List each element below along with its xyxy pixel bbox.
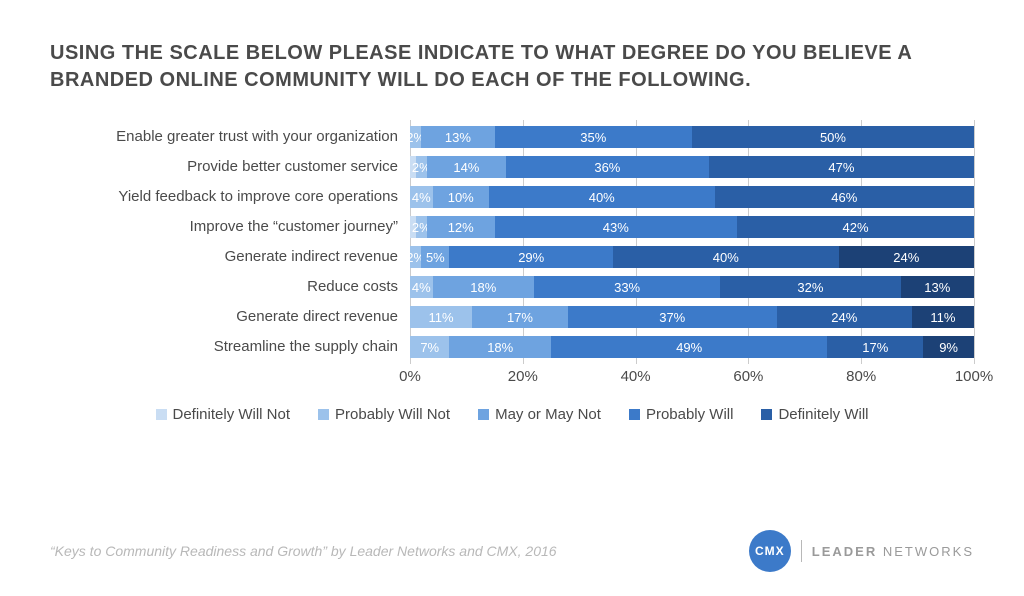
legend-label: Definitely Will	[778, 406, 868, 423]
brand-block: CMX LEADER NETWORKS	[749, 530, 974, 572]
bar-row: 2%12%43%42%	[410, 212, 974, 242]
bar-segment: 40%	[613, 246, 839, 268]
row-label: Enable greater trust with your organizat…	[50, 122, 398, 152]
stacked-bar: 4%10%40%46%	[410, 186, 974, 208]
x-axis-tick: 100%	[955, 368, 993, 385]
row-label: Improve the “customer journey”	[50, 212, 398, 242]
bar-segment: 10%	[433, 186, 489, 208]
legend-item: Definitely Will Not	[156, 406, 291, 423]
brand-divider	[801, 540, 802, 562]
row-label: Provide better customer service	[50, 152, 398, 182]
legend-swatch	[318, 409, 329, 420]
bar-segment: 24%	[839, 246, 974, 268]
row-label: Yield feedback to improve core operation…	[50, 182, 398, 212]
legend-swatch	[478, 409, 489, 420]
bar-segment: 2%	[410, 246, 421, 268]
stacked-bar: 2%12%43%42%	[410, 216, 974, 238]
legend-label: May or May Not	[495, 406, 601, 423]
gridline	[974, 120, 975, 364]
row-label: Generate indirect revenue	[50, 242, 398, 272]
bar-segment: 2%	[416, 156, 427, 178]
bar-segment: 4%	[410, 276, 433, 298]
bar-segment: 7%	[410, 336, 449, 358]
cmx-logo: CMX	[749, 530, 791, 572]
bar-segment: 5%	[421, 246, 449, 268]
bar-segment: 42%	[737, 216, 974, 238]
bar-segment: 9%	[923, 336, 974, 358]
bar-segment: 35%	[495, 126, 692, 148]
bar-segment: 24%	[777, 306, 912, 328]
legend-label: Probably Will Not	[335, 406, 450, 423]
bar-segment: 47%	[709, 156, 974, 178]
legend-swatch	[156, 409, 167, 420]
bar-segment: 29%	[449, 246, 613, 268]
x-axis-tick: 40%	[621, 368, 651, 385]
bar-segment: 40%	[489, 186, 715, 208]
bar-row: 4%10%40%46%	[410, 182, 974, 212]
bar-segment: 18%	[449, 336, 551, 358]
bar-segment: 17%	[472, 306, 568, 328]
bar-row: 2%13%35%50%	[410, 122, 974, 152]
bar-segment: 46%	[715, 186, 974, 208]
bar-row: 2%14%36%47%	[410, 152, 974, 182]
bar-segment: 2%	[410, 126, 421, 148]
legend-item: May or May Not	[478, 406, 601, 423]
bar-segment: 13%	[901, 276, 974, 298]
legend-item: Probably Will Not	[318, 406, 450, 423]
x-axis: 0%20%40%60%80%100%	[410, 368, 974, 388]
bar-segment: 2%	[416, 216, 427, 238]
bar-segment: 17%	[827, 336, 923, 358]
legend-label: Probably Will	[646, 406, 734, 423]
legend-swatch	[629, 409, 640, 420]
x-axis-tick: 80%	[846, 368, 876, 385]
x-axis-tick: 20%	[508, 368, 538, 385]
row-label: Generate direct revenue	[50, 302, 398, 332]
legend-item: Definitely Will	[761, 406, 868, 423]
chart-title: USING THE SCALE BELOW PLEASE INDICATE TO…	[50, 40, 974, 94]
bar-segment: 32%	[720, 276, 900, 298]
bar-row: 2%5%29%40%24%	[410, 242, 974, 272]
row-label: Streamline the supply chain	[50, 332, 398, 362]
stacked-bar: 11%17%37%24%11%	[410, 306, 974, 328]
bar-row: 7%18%49%17%9%	[410, 332, 974, 362]
bars-container: 2%13%35%50%2%14%36%47%4%10%40%46%2%12%43…	[410, 122, 974, 362]
bar-segment: 11%	[410, 306, 472, 328]
bar-segment: 49%	[551, 336, 827, 358]
stacked-bar-chart: Enable greater trust with your organizat…	[50, 122, 974, 362]
bar-segment: 14%	[427, 156, 506, 178]
bar-segment: 50%	[692, 126, 974, 148]
bar-row: 4%18%33%32%13%	[410, 272, 974, 302]
legend-item: Probably Will	[629, 406, 734, 423]
bar-segment: 43%	[495, 216, 738, 238]
stacked-bar: 4%18%33%32%13%	[410, 276, 974, 298]
legend-swatch	[761, 409, 772, 420]
row-label: Reduce costs	[50, 272, 398, 302]
leader-networks-logo: LEADER NETWORKS	[812, 544, 974, 559]
x-axis-tick: 60%	[733, 368, 763, 385]
stacked-bar: 2%14%36%47%	[410, 156, 974, 178]
bar-segment: 37%	[568, 306, 777, 328]
legend-label: Definitely Will Not	[173, 406, 291, 423]
footer: “Keys to Community Readiness and Growth”…	[50, 530, 974, 572]
bar-segment: 18%	[433, 276, 535, 298]
bar-segment: 11%	[912, 306, 974, 328]
source-citation: “Keys to Community Readiness and Growth”…	[50, 543, 557, 559]
stacked-bar: 7%18%49%17%9%	[410, 336, 974, 358]
bar-row: 11%17%37%24%11%	[410, 302, 974, 332]
bar-segment: 36%	[506, 156, 709, 178]
bar-segment: 33%	[534, 276, 720, 298]
row-labels: Enable greater trust with your organizat…	[50, 122, 410, 362]
bar-segment: 4%	[410, 186, 433, 208]
bar-segment: 13%	[421, 126, 494, 148]
x-axis-tick: 0%	[399, 368, 421, 385]
stacked-bar: 2%13%35%50%	[410, 126, 974, 148]
bar-segment: 12%	[427, 216, 495, 238]
stacked-bar: 2%5%29%40%24%	[410, 246, 974, 268]
legend: Definitely Will Not Probably Will Not May …	[50, 406, 974, 423]
